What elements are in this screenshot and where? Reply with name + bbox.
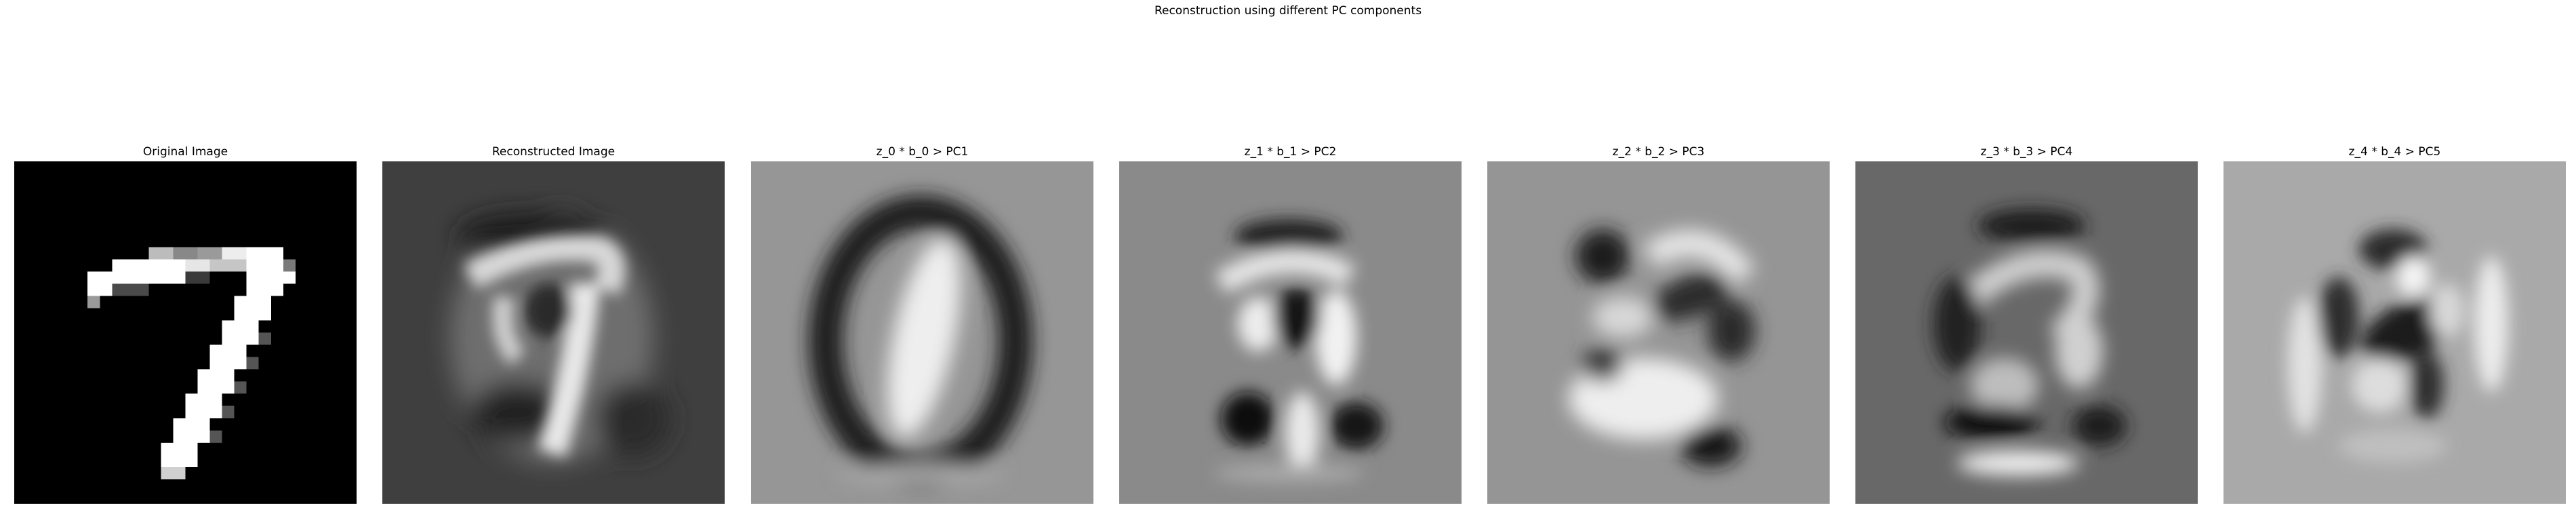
panel-title: z_4 * b_4 > PC5 xyxy=(2348,145,2441,159)
pc4-image xyxy=(1855,161,2198,504)
panel-pc5: z_4 * b_4 > PC5 xyxy=(2223,144,2566,506)
panel-title: z_3 * b_3 > PC4 xyxy=(1980,145,2073,159)
pc4-art xyxy=(1855,161,2198,504)
original-digit-image xyxy=(14,161,357,504)
pc5-art xyxy=(2223,161,2566,504)
panel-pc1: z_0 * b_0 > PC1 xyxy=(751,144,1093,506)
panel-title: z_2 * b_2 > PC3 xyxy=(1612,145,1705,159)
reconstructed-digit-image xyxy=(382,161,725,504)
pc1-image xyxy=(751,161,1093,504)
pc3-art xyxy=(1487,161,1830,504)
pc2-art xyxy=(1119,161,1462,504)
pc2-image xyxy=(1119,161,1462,504)
pc5-image xyxy=(2223,161,2566,504)
pc1-art xyxy=(751,161,1093,504)
panel-reconstructed-image: Reconstructed Image xyxy=(382,144,725,506)
reconstructed-digit-art xyxy=(382,161,725,504)
panel-title: z_0 * b_0 > PC1 xyxy=(876,145,969,159)
pc3-image xyxy=(1487,161,1830,504)
panel-pc2: z_1 * b_1 > PC2 xyxy=(1119,144,1462,506)
panel-title: z_1 * b_1 > PC2 xyxy=(1244,145,1337,159)
panel-title: Original Image xyxy=(142,145,228,159)
panel-pc3: z_2 * b_2 > PC3 xyxy=(1487,144,1830,506)
panel-pc4: z_3 * b_3 > PC4 xyxy=(1855,144,2198,506)
panel-original-image: Original Image xyxy=(14,144,357,506)
figure-title: Reconstruction using different PC compon… xyxy=(1154,4,1422,18)
panel-title: Reconstructed Image xyxy=(491,145,616,159)
original-digit-grid xyxy=(14,161,357,504)
